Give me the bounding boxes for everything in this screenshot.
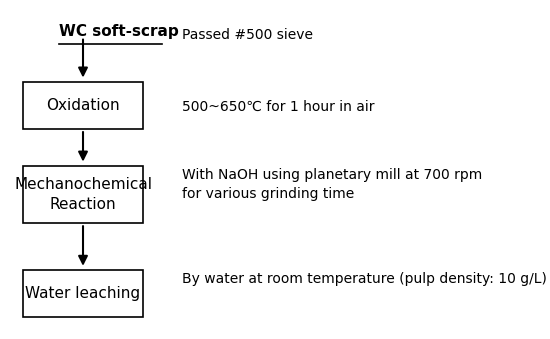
FancyBboxPatch shape — [23, 82, 143, 129]
FancyBboxPatch shape — [23, 166, 143, 223]
Text: By water at room temperature (pulp density: 10 g/L): By water at room temperature (pulp densi… — [182, 272, 547, 286]
Text: WC soft-scrap: WC soft-scrap — [59, 24, 179, 39]
FancyBboxPatch shape — [23, 271, 143, 317]
Text: Mechanochemical
Reaction: Mechanochemical Reaction — [14, 177, 152, 212]
Text: Passed #500 sieve: Passed #500 sieve — [182, 28, 313, 42]
Text: 500~650℃ for 1 hour in air: 500~650℃ for 1 hour in air — [182, 100, 375, 114]
Text: Water leaching: Water leaching — [25, 286, 141, 301]
Text: With NaOH using planetary mill at 700 rpm
for various grinding time: With NaOH using planetary mill at 700 rp… — [182, 168, 482, 201]
Text: Oxidation: Oxidation — [46, 98, 120, 113]
